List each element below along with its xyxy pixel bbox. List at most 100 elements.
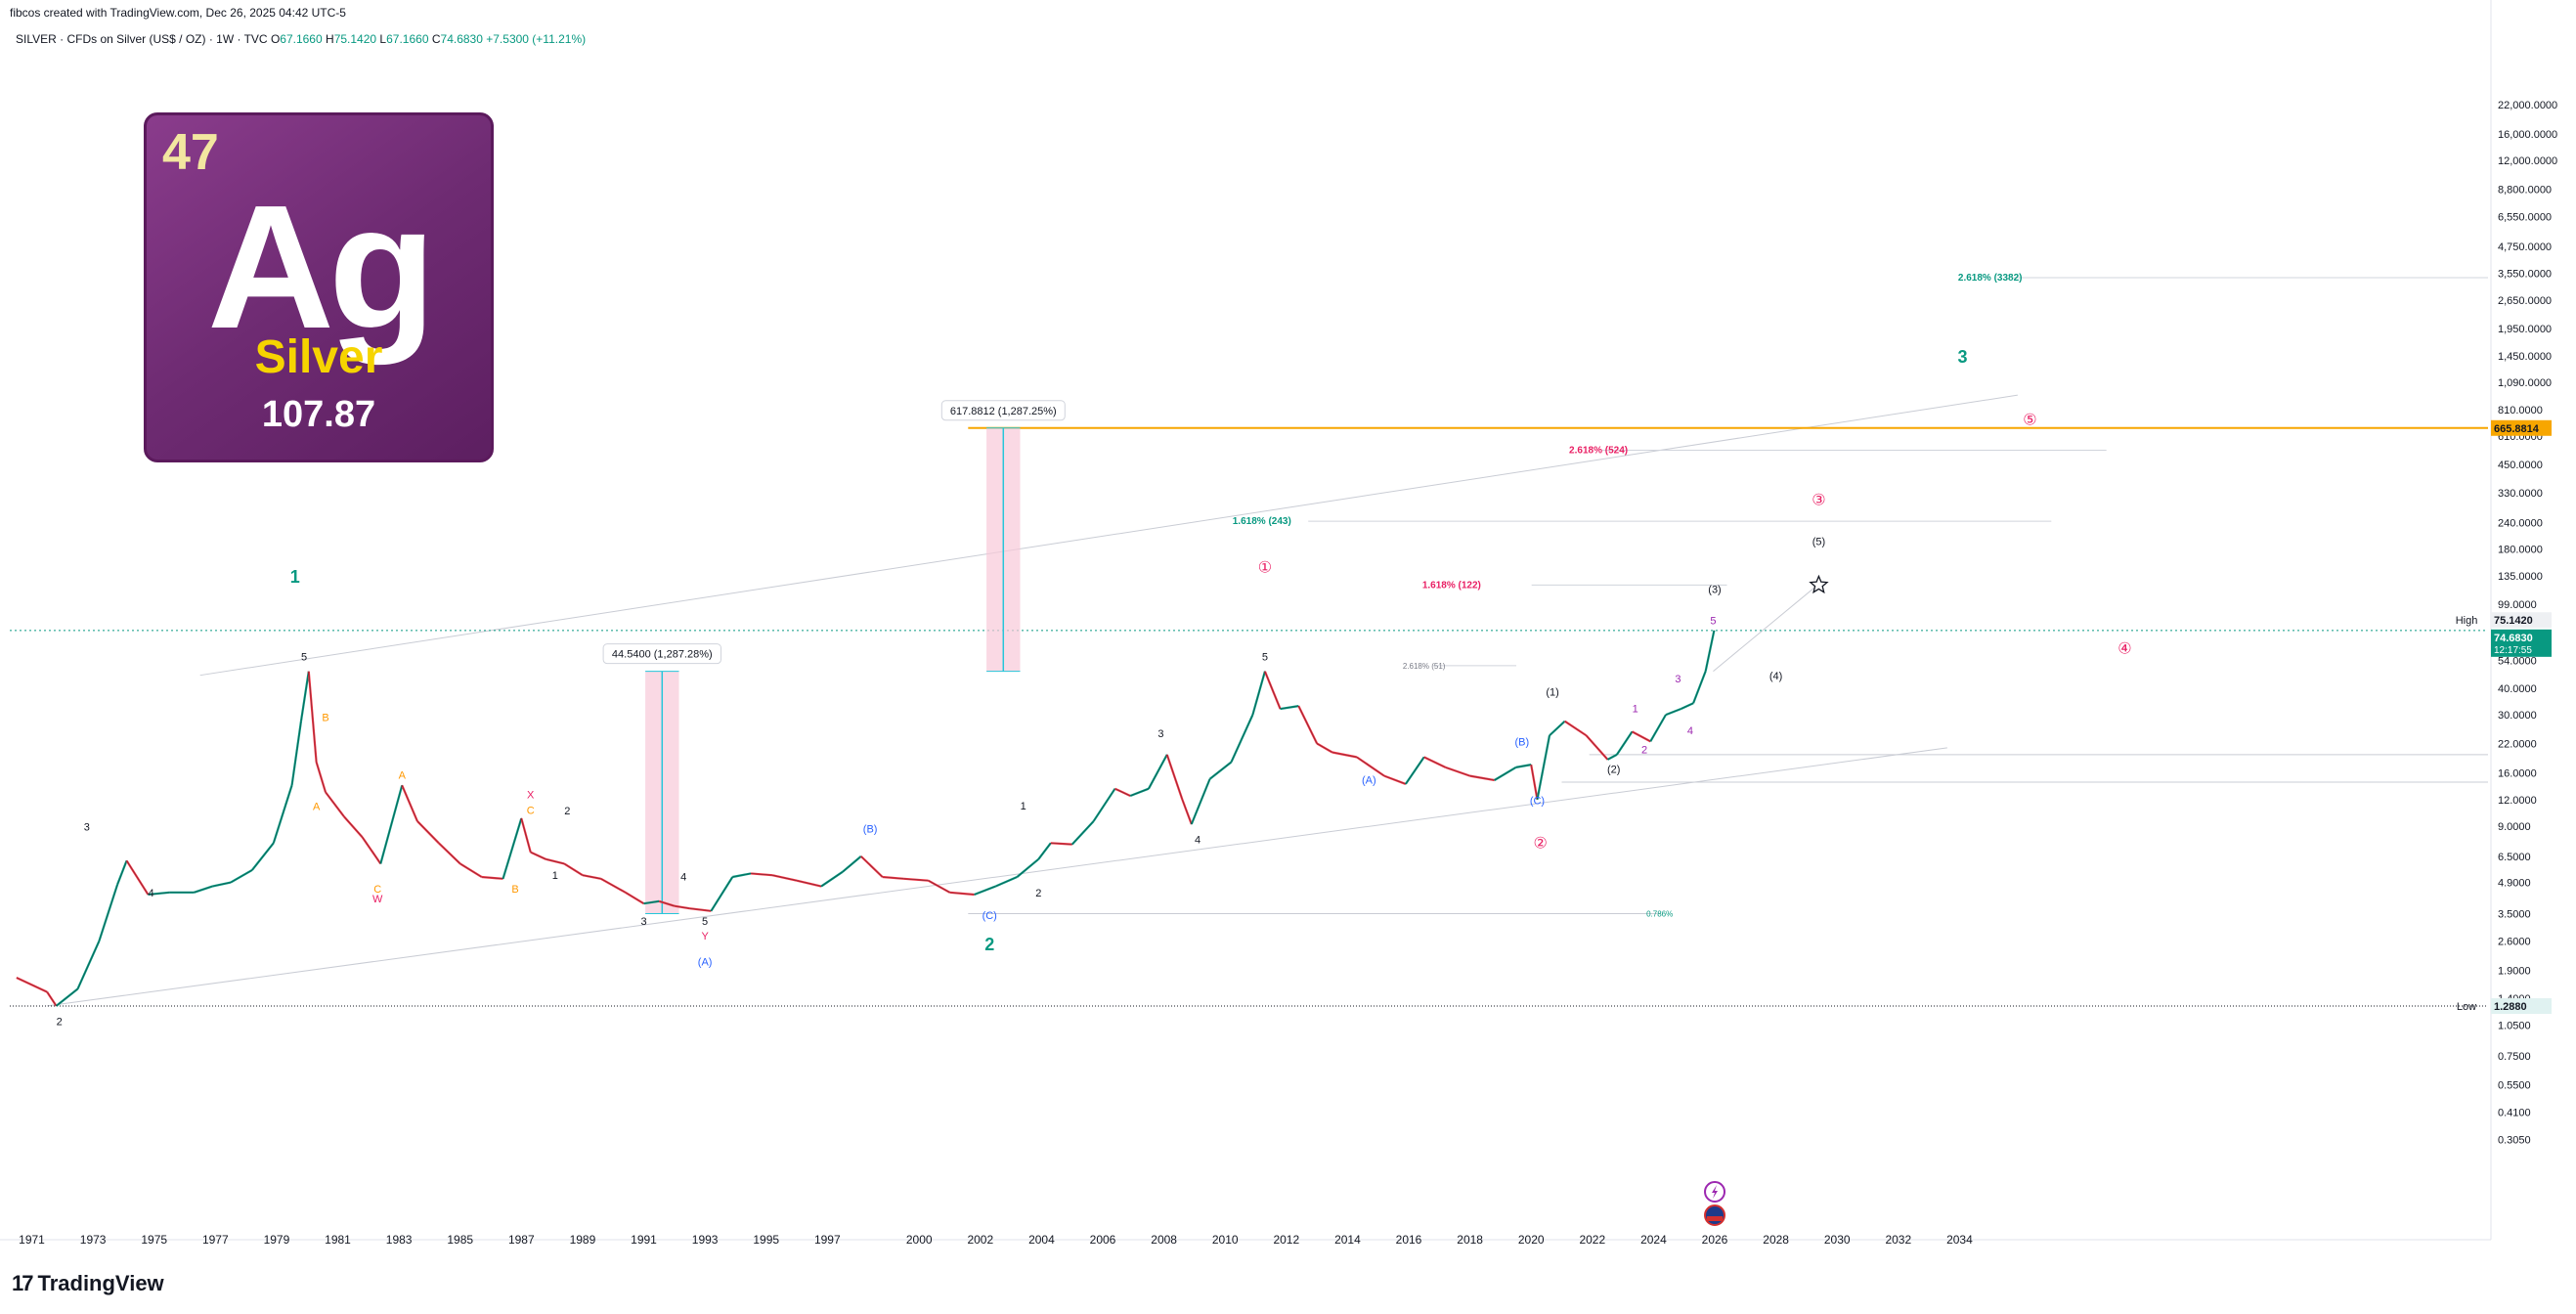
wave-label-p3: (3)	[1708, 584, 1721, 595]
close-label: C	[431, 32, 441, 46]
element-symbol: Ag	[207, 169, 436, 366]
wave-label-p4: (4)	[1769, 671, 1782, 682]
x-tick-label: 1995	[753, 1233, 779, 1247]
x-tick-label: 1977	[202, 1233, 229, 1247]
wave-label: 3	[640, 916, 646, 928]
ohlc-close: C74.6830	[432, 32, 483, 46]
wave-label-n3: 3	[1157, 728, 1163, 740]
y-tick-label: 3.5000	[2498, 908, 2531, 920]
tradingview-logo[interactable]: 17 TradingView	[12, 1271, 164, 1296]
x-tick-label: 1975	[141, 1233, 167, 1247]
lightning-glyph-icon	[1712, 1185, 1719, 1199]
y-tick-label: 2,650.0000	[2498, 295, 2552, 307]
wave-label-p2: (2)	[1607, 765, 1620, 776]
x-tick-label: 2030	[1824, 1233, 1851, 1247]
us-flag-stripe-icon	[1707, 1216, 1724, 1221]
y-tick-label: 0.5500	[2498, 1080, 2531, 1092]
x-tick-label: 2020	[1518, 1233, 1545, 1247]
y-tick-label: 16.0000	[2498, 768, 2537, 780]
last-price-badge	[2491, 629, 2552, 657]
last-price-value: 74.6830	[2494, 633, 2533, 644]
y-tick-label: 12,000.0000	[2498, 155, 2557, 167]
x-tick-label: 2028	[1763, 1233, 1789, 1247]
x-tick-label: 2032	[1885, 1233, 1911, 1247]
y-tick-label: 1,950.0000	[2498, 324, 2552, 335]
x-tick-label: 2010	[1212, 1233, 1239, 1247]
wave-label-pink_4: ④	[2118, 641, 2131, 658]
wave-label: (C)	[1530, 796, 1545, 808]
wave-label: 2	[564, 806, 570, 817]
wave-label-pink_2: ②	[1533, 836, 1547, 853]
x-tick-label: 2016	[1396, 1233, 1422, 1247]
fib-level-label: 1.618% (243)	[1233, 516, 1291, 527]
wave-label-pA: (A)	[698, 956, 713, 968]
wave-label: (A)	[1362, 774, 1376, 786]
wave-label: 2	[1641, 744, 1647, 756]
y-tick-label: 54.0000	[2498, 656, 2537, 668]
y-tick-label: 180.0000	[2498, 545, 2543, 556]
wave-label-green_2: 2	[984, 935, 994, 954]
wave-label-green_1: 1	[290, 567, 300, 587]
high-label: H	[326, 32, 334, 46]
price-line[interactable]	[16, 630, 1715, 1007]
wave-label-n2: 2	[1035, 888, 1041, 899]
high-value: 75.1420	[333, 32, 377, 46]
y-tick-label: 1,090.0000	[2498, 377, 2552, 389]
wave-label-n5: 5	[1262, 652, 1268, 664]
y-tick-label: 16,000.0000	[2498, 129, 2557, 141]
wave-label-pink_5: ⑤	[2023, 412, 2036, 428]
close-value: 74.6830	[440, 32, 483, 46]
x-tick-label: 2018	[1457, 1233, 1483, 1247]
atomic-mass: 107.87	[261, 394, 376, 435]
projection-line	[1713, 586, 1816, 673]
silver-element-tile: 47 Ag Silver 107.87	[144, 112, 494, 462]
x-tick-label: 2000	[906, 1233, 933, 1247]
wave-label-p5: (5)	[1812, 536, 1825, 548]
symbol-legend[interactable]: SILVER · CFDs on Silver (US$ / OZ) · 1W …	[16, 32, 586, 46]
y-tick-label: 2.6000	[2498, 937, 2531, 948]
wave-label: 4	[149, 888, 154, 899]
x-tick-label: 2002	[967, 1233, 993, 1247]
low-value: 67.1660	[386, 32, 429, 46]
high-price-value: 75.1420	[2494, 615, 2533, 627]
wave-label-n1: 1	[1021, 801, 1026, 812]
measure-1-label-box	[602, 643, 721, 665]
x-tick-label: 2004	[1028, 1233, 1055, 1247]
wave-label-pB: (B)	[863, 824, 878, 836]
wave-label-pC: (C)	[982, 910, 997, 922]
y-tick-label: 4.9000	[2498, 878, 2531, 890]
y-tick-label: 30.0000	[2498, 710, 2537, 722]
y-tick-label: 6.5000	[2498, 852, 2531, 863]
us-flag-event-icon[interactable]	[1704, 1204, 1726, 1226]
wave-label-p1: (1)	[1546, 686, 1558, 698]
fib-level-label: 2.618% (51)	[1403, 662, 1446, 671]
star-target-icon[interactable]	[1809, 574, 1829, 594]
y-tick-label: 40.0000	[2498, 683, 2537, 695]
x-tick-label: 1989	[570, 1233, 596, 1247]
symbol-name: SILVER · CFDs on Silver (US$ / OZ) · 1W …	[16, 32, 268, 46]
fib-level-label: 0.786%	[1646, 909, 1673, 918]
y-tick-label: 3,550.0000	[2498, 268, 2552, 280]
last-price-countdown: 12:17:55	[2494, 645, 2532, 656]
fib-level-label: 1.618% (122)	[1422, 580, 1481, 591]
wave-label: B	[322, 713, 328, 724]
wave-label: 2	[57, 1016, 63, 1028]
high-price-badge	[2491, 612, 2552, 629]
x-tick-label: 1983	[386, 1233, 413, 1247]
wave-label: C	[527, 805, 535, 816]
y-tick-label: 810.0000	[2498, 405, 2543, 416]
x-tick-label: 2034	[1946, 1233, 1973, 1247]
low-price-label: Low	[2457, 1001, 2476, 1013]
wave-label: A	[399, 770, 407, 782]
x-tick-label: 2014	[1334, 1233, 1361, 1247]
open-value: 67.1660	[280, 32, 323, 46]
wave-label: 1	[1633, 704, 1638, 716]
measure-2-label-box	[940, 400, 1066, 421]
fib-level-label: 2.618% (3382)	[1958, 273, 2023, 284]
y-tick-label: 9.0000	[2498, 821, 2531, 833]
wave-label: W	[372, 894, 383, 905]
high-price-label: High	[2456, 615, 2478, 627]
wave-label: 3	[1675, 674, 1681, 685]
y-tick-label: 0.3050	[2498, 1134, 2531, 1146]
